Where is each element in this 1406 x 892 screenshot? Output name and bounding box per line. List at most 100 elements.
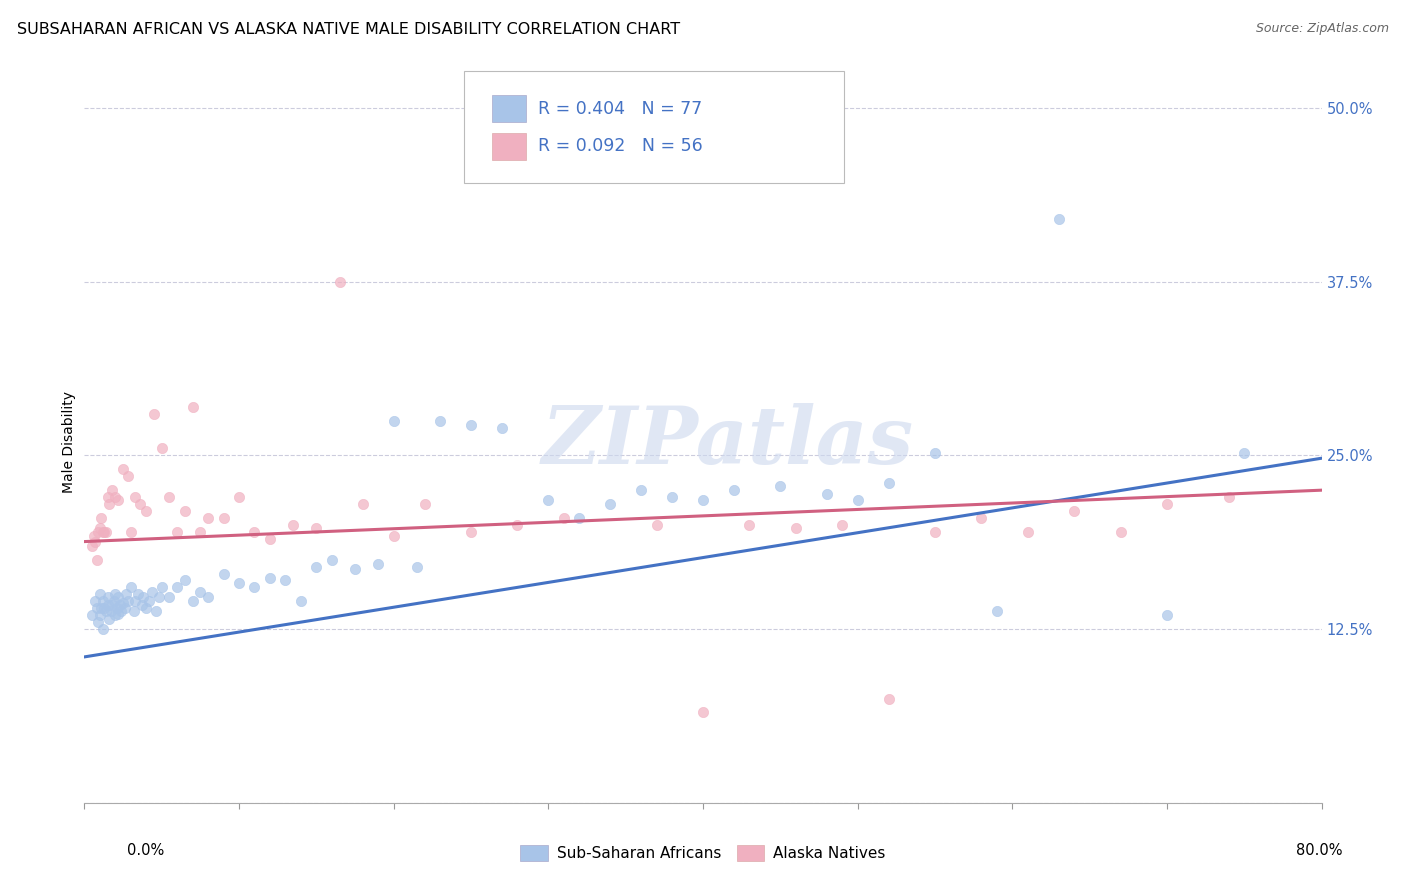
- Point: [924, 524, 946, 539]
- Point: [692, 706, 714, 720]
- Point: [382, 414, 405, 428]
- Point: [124, 490, 146, 504]
- Point: [228, 576, 250, 591]
- Point: [212, 566, 235, 581]
- Point: [599, 143, 621, 157]
- Point: [101, 599, 124, 613]
- Text: Source: ZipAtlas.com: Source: ZipAtlas.com: [1256, 22, 1389, 36]
- Point: [89, 521, 111, 535]
- Point: [150, 581, 173, 595]
- Point: [107, 590, 129, 604]
- Legend: Sub-Saharan Africans, Alaska Natives: Sub-Saharan Africans, Alaska Natives: [515, 839, 891, 867]
- Point: [107, 492, 129, 507]
- Point: [90, 511, 112, 525]
- Point: [281, 517, 305, 532]
- Point: [460, 524, 482, 539]
- Point: [112, 596, 135, 610]
- Point: [84, 594, 107, 608]
- Point: [159, 490, 180, 504]
- Point: [188, 584, 211, 599]
- Point: [877, 476, 900, 491]
- Point: [98, 497, 121, 511]
- Point: [1047, 212, 1070, 227]
- Point: [305, 521, 328, 535]
- Point: [90, 601, 112, 615]
- Point: [692, 492, 714, 507]
- Point: [645, 517, 668, 532]
- Point: [159, 590, 180, 604]
- Point: [506, 517, 529, 532]
- Point: [96, 590, 118, 604]
- Point: [96, 599, 118, 613]
- Point: [86, 552, 108, 566]
- Point: [114, 601, 136, 615]
- Point: [769, 479, 792, 493]
- Point: [108, 599, 131, 613]
- Point: [243, 524, 266, 539]
- Point: [100, 604, 122, 618]
- Point: [1109, 524, 1132, 539]
- Point: [117, 594, 139, 608]
- Point: [135, 601, 157, 615]
- Point: [91, 622, 114, 636]
- Point: [1063, 504, 1085, 518]
- Point: [568, 511, 591, 525]
- Text: ZIPatlas: ZIPatlas: [541, 403, 914, 480]
- Point: [723, 483, 745, 498]
- Point: [115, 587, 138, 601]
- Point: [120, 581, 142, 595]
- Point: [89, 608, 111, 623]
- Text: R = 0.404   N = 77: R = 0.404 N = 77: [538, 100, 703, 118]
- Point: [259, 571, 281, 585]
- Point: [110, 604, 132, 618]
- Point: [117, 469, 139, 483]
- Point: [831, 517, 853, 532]
- Point: [150, 442, 173, 456]
- Point: [1218, 490, 1240, 504]
- Point: [243, 581, 266, 595]
- Point: [328, 275, 352, 289]
- Point: [537, 492, 560, 507]
- Point: [491, 420, 513, 434]
- Point: [174, 574, 197, 588]
- Point: [91, 524, 114, 539]
- Point: [91, 594, 114, 608]
- Point: [181, 594, 204, 608]
- Point: [986, 604, 1008, 618]
- Point: [143, 407, 166, 421]
- Point: [924, 445, 946, 459]
- Point: [166, 581, 188, 595]
- Point: [82, 608, 104, 623]
- Point: [96, 490, 118, 504]
- Point: [405, 559, 427, 574]
- Point: [738, 517, 761, 532]
- Point: [274, 574, 297, 588]
- Point: [846, 492, 869, 507]
- Point: [382, 529, 405, 543]
- Point: [107, 607, 129, 621]
- Point: [148, 590, 170, 604]
- Point: [104, 608, 127, 623]
- Point: [87, 615, 110, 630]
- Y-axis label: Male Disability: Male Disability: [62, 391, 76, 492]
- Point: [166, 524, 188, 539]
- Point: [1156, 608, 1178, 623]
- Point: [321, 552, 343, 566]
- Point: [970, 511, 993, 525]
- Point: [413, 497, 436, 511]
- Point: [135, 504, 157, 518]
- Point: [129, 497, 152, 511]
- Point: [94, 604, 117, 618]
- Text: SUBSAHARAN AFRICAN VS ALASKA NATIVE MALE DISABILITY CORRELATION CHART: SUBSAHARAN AFRICAN VS ALASKA NATIVE MALE…: [17, 22, 681, 37]
- Point: [212, 511, 235, 525]
- Point: [553, 511, 575, 525]
- Point: [124, 594, 146, 608]
- Point: [174, 504, 197, 518]
- Point: [343, 562, 366, 576]
- Point: [429, 414, 451, 428]
- Point: [305, 559, 328, 574]
- Point: [367, 557, 389, 571]
- Point: [785, 521, 807, 535]
- Point: [120, 524, 142, 539]
- Point: [94, 524, 117, 539]
